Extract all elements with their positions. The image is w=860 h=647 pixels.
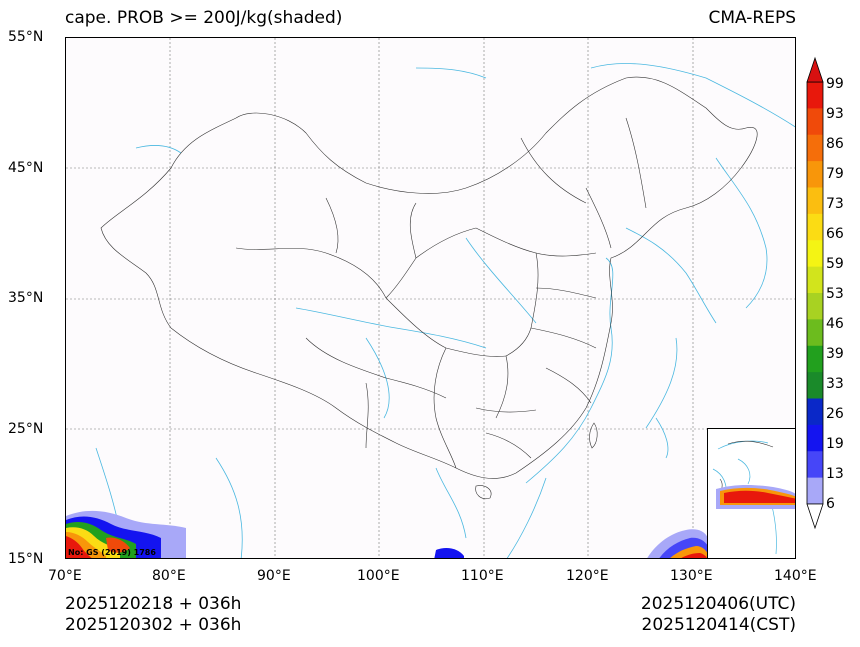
admin-borders — [100, 76, 758, 479]
colorbar-segment — [807, 82, 823, 109]
colorbar-label-93: 93 — [826, 106, 844, 122]
colorbar-segments — [806, 81, 824, 505]
colorbar-label-66: 66 — [826, 226, 844, 242]
colorbar-over-arrow — [806, 56, 824, 83]
colorbar-label-73: 73 — [826, 196, 844, 212]
map-panel[interactable] — [65, 37, 796, 559]
colorbar-label-13: 13 — [826, 466, 844, 482]
colorbar-segment — [807, 108, 823, 136]
colorbar-label-46: 46 — [826, 316, 844, 332]
colorbar-segment — [807, 161, 823, 188]
colorbar-label-53: 53 — [826, 286, 844, 302]
colorbar-segment — [807, 451, 823, 479]
colorbar-segment — [807, 477, 823, 505]
map-canvas — [66, 38, 795, 558]
cape-shading-southwest — [66, 511, 186, 558]
colorbar-label-59: 59 — [826, 256, 844, 272]
colorbar-segment — [807, 372, 823, 399]
colorbar-segment — [807, 266, 823, 294]
colorbar-segment — [807, 187, 823, 215]
map-review-number: No: GS (2019) 1786 — [68, 548, 156, 557]
model-name: CMA-REPS — [708, 8, 796, 28]
lat-label-45: 45°N — [8, 160, 44, 176]
colorbar-label-39: 39 — [826, 346, 844, 362]
colorbar-segment — [807, 213, 823, 241]
islands — [475, 422, 598, 499]
init-time-utc: 2025120218 + 036h — [65, 594, 242, 614]
colorbar-label-33: 33 — [826, 376, 844, 392]
init-time-cst: 2025120302 + 036h — [65, 615, 242, 635]
colorbar-label-99: 99 — [826, 76, 844, 92]
colorbar-segment — [807, 319, 823, 347]
valid-time-utc: 2025120406(UTC) — [640, 594, 796, 614]
lat-label-35: 35°N — [8, 290, 44, 306]
colorbar-segment — [807, 134, 823, 162]
lon-label-80: 80°E — [152, 568, 186, 584]
lat-label-15: 15°N — [8, 551, 44, 567]
lat-label-25: 25°N — [8, 421, 44, 437]
colorbar-segment — [807, 424, 823, 452]
colorbar-label-26: 26 — [826, 406, 844, 422]
colorbar-segment — [807, 398, 823, 426]
colorbar-label-6: 6 — [826, 496, 835, 512]
lon-label-90: 90°E — [257, 568, 291, 584]
inset-canvas — [712, 440, 795, 555]
colorbar-segment — [807, 345, 823, 373]
colorbar-label-79: 79 — [826, 166, 844, 182]
colorbar-under-arrow — [806, 503, 824, 530]
lon-label-140: 140°E — [774, 568, 817, 584]
south-china-sea-inset[interactable] — [707, 428, 796, 559]
lat-label-55: 55°N — [8, 29, 44, 45]
colorbar-segment — [807, 240, 823, 268]
colorbar-label-19: 19 — [826, 436, 844, 452]
lon-label-130: 130°E — [670, 568, 713, 584]
colorbar — [806, 56, 824, 530]
chart-title: cape. PROB >= 200J/kg(shaded) — [65, 8, 343, 28]
lon-label-120: 120°E — [566, 568, 609, 584]
valid-time-cst: 2025120414(CST) — [641, 615, 796, 635]
lon-label-70: 70°E — [48, 568, 82, 584]
lon-label-100: 100°E — [357, 568, 400, 584]
coastlines — [95, 63, 795, 558]
colorbar-label-86: 86 — [826, 136, 844, 152]
colorbar-segment — [807, 293, 823, 320]
graticule — [66, 38, 795, 558]
cape-shading-southeast — [434, 529, 708, 558]
lon-label-110: 110°E — [461, 568, 504, 584]
